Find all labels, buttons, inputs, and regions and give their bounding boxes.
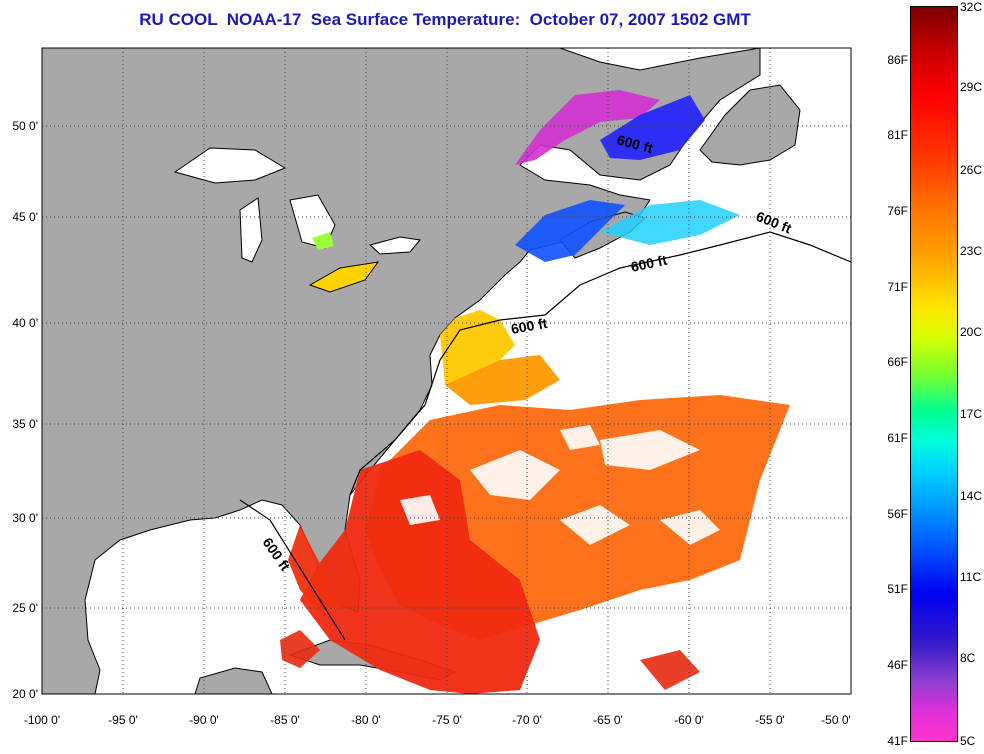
map-title: RU COOL NOAA-17 Sea Surface Temperature:… [139,10,751,29]
lat-label: 30 0' [12,511,38,525]
contour-600ft [239,231,851,641]
scale-label-f: 76F [887,204,908,218]
lon-label: -55 0' [755,713,785,727]
lon-label: -100 0' [24,713,60,727]
lat-label: 50 0' [12,119,38,133]
sst-gulf-florida [288,525,340,612]
contour-label: 600 ft [510,315,549,337]
grid-lines [42,48,851,694]
scale-label-c: 17C [960,407,983,421]
lon-label: -80 0' [351,713,381,727]
yucatan [194,667,273,694]
lat-label: 25 0' [12,601,38,615]
temperature-colorbar [910,6,958,742]
lat-label: 45 0' [12,210,38,224]
scale-label-c: 11C [960,570,982,584]
lake-ontario [368,236,421,255]
sst-scotian-shelf [600,200,740,245]
lon-label: -70 0' [512,713,542,727]
sst-gulf-of-maine [515,200,625,262]
lon-label: -65 0' [593,713,623,727]
scale-label-f: 66F [887,355,908,369]
newfoundland [699,84,801,166]
scale-label-f: 41F [887,734,908,748]
lon-label: -50 0' [821,713,851,727]
scale-label-c: 20C [960,325,983,339]
scale-label-f: 61F [887,431,908,445]
map-frame [41,47,852,695]
sst-mid-atlantic [440,310,515,385]
longitude-labels: -100 0' -95 0' -90 0' -85 0' -80 0' -75 … [24,713,851,727]
scale-label-c: 14C [960,489,983,503]
lon-label: -75 0' [432,713,462,727]
lake-erie [308,261,380,293]
lon-label: -85 0' [270,713,300,727]
lake-st-clair-patch [312,232,334,250]
scale-label-f: 51F [887,582,908,596]
cloud-gaps [400,425,720,545]
scale-label-f: 86F [887,53,908,67]
scale-label-f: 46F [887,658,908,672]
lat-label: 40 0' [12,316,38,330]
lat-label: 35 0' [12,417,38,431]
sst-cabot-strait [600,95,705,160]
scale-label-c: 23C [960,244,983,258]
lake-michigan [239,197,263,263]
contour-label: 600 ft [629,252,668,275]
scale-label-c: 32C [960,0,983,14]
scale-label-f: 71F [887,280,908,294]
scale-label-c: 8C [960,651,976,665]
lon-label: -60 0' [674,713,704,727]
lon-label: -95 0' [108,713,138,727]
scale-label-c: 26C [960,163,983,177]
scale-label-f: 56F [887,507,908,521]
scale-label-f: 81F [887,128,908,142]
latitude-labels: 50 0' 45 0' 40 0' 35 0' 30 0' 25 0' 20 0… [12,119,38,701]
sst-gulf-st-lawrence [515,90,660,165]
lon-label: -90 0' [189,713,219,727]
scale-label-c: 5C [960,734,976,748]
sst-shelf-orange [445,355,560,405]
lat-label: 20 0' [12,687,38,701]
scale-label-c: 29C [960,80,983,94]
sst-south-red [300,450,540,694]
